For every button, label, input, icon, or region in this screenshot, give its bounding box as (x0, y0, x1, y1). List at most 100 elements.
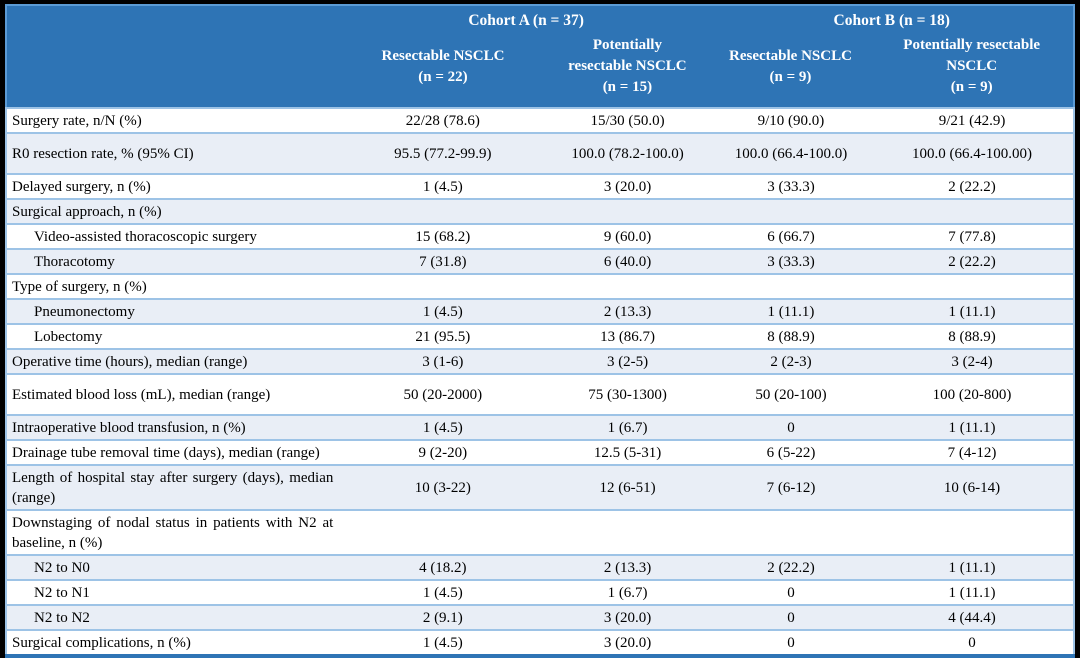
data-cell: 4 (44.4) (871, 604, 1074, 630)
subgroup-header-row: Resectable NSCLC (n = 22) Potentially re… (7, 31, 1073, 107)
data-cell: 1 (6.7) (544, 414, 711, 440)
data-cell: 3 (33.3) (710, 248, 872, 274)
data-cell: 2 (2-3) (710, 348, 872, 374)
data-cell: 75 (30-1300) (544, 373, 711, 415)
data-cell: 100.0 (66.4-100.00) (871, 132, 1074, 174)
data-cell: 15 (68.2) (341, 223, 545, 249)
data-cell: 1 (4.5) (341, 629, 545, 656)
table-row: Operative time (hours), median (range) 3 … (6, 348, 1074, 374)
data-cell: 2 (9.1) (341, 604, 545, 630)
data-cell: 7 (6-12) (710, 464, 872, 510)
data-cell: 3 (2-4) (871, 348, 1074, 374)
data-cell: 2 (13.3) (544, 554, 711, 580)
data-cell: 7 (4-12) (871, 439, 1074, 465)
data-cell: 3 (20.0) (544, 604, 711, 630)
data-cell: 10 (3-22) (341, 464, 545, 510)
data-cell: 6 (5-22) (710, 439, 872, 465)
table-row: N2 to N0 4 (18.2) 2 (13.3) 2 (22.2) 1 (11.1) (6, 554, 1074, 580)
table-body: Surgery rate, n/N (%) 22/28 (78.6) 15/30 (… (6, 107, 1074, 656)
table-row: Intraoperative blood transfusion, n (%) 1… (6, 414, 1074, 440)
row-label: Intraoperative blood transfusion, n (%) (6, 414, 342, 440)
data-cell (710, 198, 872, 224)
data-cell: 9/21 (42.9) (871, 107, 1074, 133)
data-cell: 2 (13.3) (544, 298, 711, 324)
row-label: Downstaging of nodal status in patients … (6, 509, 342, 555)
data-cell: 1 (11.1) (871, 554, 1074, 580)
data-cell: 6 (66.7) (710, 223, 872, 249)
data-cell (871, 509, 1074, 555)
data-cell: 9 (60.0) (544, 223, 711, 249)
data-cell: 95.5 (77.2-99.9) (341, 132, 545, 174)
data-cell: 1 (4.5) (341, 298, 545, 324)
data-cell: 1 (4.5) (341, 414, 545, 440)
data-cell (544, 273, 711, 299)
data-cell: 100 (20-800) (871, 373, 1074, 415)
table-row: Length of hospital stay after surgery (d… (6, 464, 1074, 510)
row-label: Thoracotomy (6, 248, 342, 274)
cohort-header-row: Cohort A (n = 37) Cohort B (n = 18) (7, 6, 1073, 31)
data-cell: 12 (6-51) (544, 464, 711, 510)
data-cell (341, 509, 545, 555)
data-cell: 50 (20-2000) (341, 373, 545, 415)
table-row: R0 resection rate, % (95% CI) 95.5 (77.2-… (6, 132, 1074, 174)
data-cell: 0 (710, 579, 872, 605)
row-label: Surgical approach, n (%) (6, 198, 342, 224)
data-cell: 1 (6.7) (544, 579, 711, 605)
data-cell: 21 (95.5) (341, 323, 545, 349)
column-header-potentially-resectable-b: Potentially resectable NSCLC (n = 9) (903, 37, 1041, 95)
data-cell: 2 (22.2) (871, 248, 1074, 274)
data-cell (871, 273, 1074, 299)
row-label: Length of hospital stay after surgery (d… (6, 464, 342, 510)
data-cell: 22/28 (78.6) (341, 107, 545, 133)
data-cell (544, 198, 711, 224)
data-cell: 13 (86.7) (544, 323, 711, 349)
data-cell: 12.5 (5-31) (544, 439, 711, 465)
row-label: N2 to N2 (6, 604, 342, 630)
row-label: Delayed surgery, n (%) (6, 173, 342, 199)
data-cell (871, 198, 1074, 224)
column-header-resectable-b: Resectable NSCLC (n = 9) (729, 47, 852, 85)
table-row: Video-assisted thoracoscopic surgery 15 (… (6, 223, 1074, 249)
row-label: Pneumonectomy (6, 298, 342, 324)
table-row: N2 to N1 1 (4.5) 1 (6.7) 0 1 (11.1) (6, 579, 1074, 605)
data-cell: 8 (88.9) (871, 323, 1074, 349)
row-label: Estimated blood loss (mL), median (range… (6, 373, 342, 415)
row-label: Lobectomy (6, 323, 342, 349)
row-label: Surgical complications, n (%) (6, 629, 342, 656)
table-row: N2 to N2 2 (9.1) 3 (20.0) 0 4 (44.4) (6, 604, 1074, 630)
column-header-potentially-resectable-a: Potentially resectable NSCLC (n = 15) (568, 37, 687, 95)
row-label: Drainage tube removal time (days), media… (6, 439, 342, 465)
table-row: Delayed surgery, n (%) 1 (4.5) 3 (20.0) 3 (… (6, 173, 1074, 199)
data-cell: 7 (77.8) (871, 223, 1074, 249)
cohort-b-header: Cohort B (n = 18) (833, 12, 950, 29)
row-label: Video-assisted thoracoscopic surgery (6, 223, 342, 249)
data-cell (341, 198, 545, 224)
data-cell: 7 (31.8) (341, 248, 545, 274)
data-cell: 1 (4.5) (341, 579, 545, 605)
row-label: Operative time (hours), median (range) (6, 348, 342, 374)
table-row: Surgery rate, n/N (%) 22/28 (78.6) 15/30 (… (6, 107, 1074, 133)
data-cell: 0 (710, 414, 872, 440)
data-cell: 3 (20.0) (544, 629, 711, 656)
data-cell: 2 (22.2) (710, 554, 872, 580)
data-cell (544, 509, 711, 555)
row-label: N2 to N0 (6, 554, 342, 580)
data-cell: 50 (20-100) (710, 373, 872, 415)
data-cell (341, 273, 545, 299)
data-cell: 100.0 (66.4-100.0) (710, 132, 872, 174)
table-row: Thoracotomy 7 (31.8) 6 (40.0) 3 (33.3) 2 (22… (6, 248, 1074, 274)
data-cell: 1 (11.1) (871, 414, 1074, 440)
data-cell: 0 (871, 629, 1074, 656)
row-label: Type of surgery, n (%) (6, 273, 342, 299)
table-row: Pneumonectomy 1 (4.5) 2 (13.3) 1 (11.1) 1 (1… (6, 298, 1074, 324)
table-row: Estimated blood loss (mL), median (range… (6, 373, 1074, 415)
data-cell: 1 (11.1) (710, 298, 872, 324)
data-cell: 4 (18.2) (341, 554, 545, 580)
column-header-resectable-a: Resectable NSCLC (n = 22) (381, 47, 505, 85)
data-cell (710, 273, 872, 299)
row-label: N2 to N1 (6, 579, 342, 605)
outcomes-table: Cohort A (n = 37) Cohort B (n = 18) Rese… (5, 4, 1075, 658)
data-cell: 9 (2-20) (341, 439, 545, 465)
table-header: Cohort A (n = 37) Cohort B (n = 18) Rese… (5, 4, 1075, 107)
row-label: R0 resection rate, % (95% CI) (6, 132, 342, 174)
